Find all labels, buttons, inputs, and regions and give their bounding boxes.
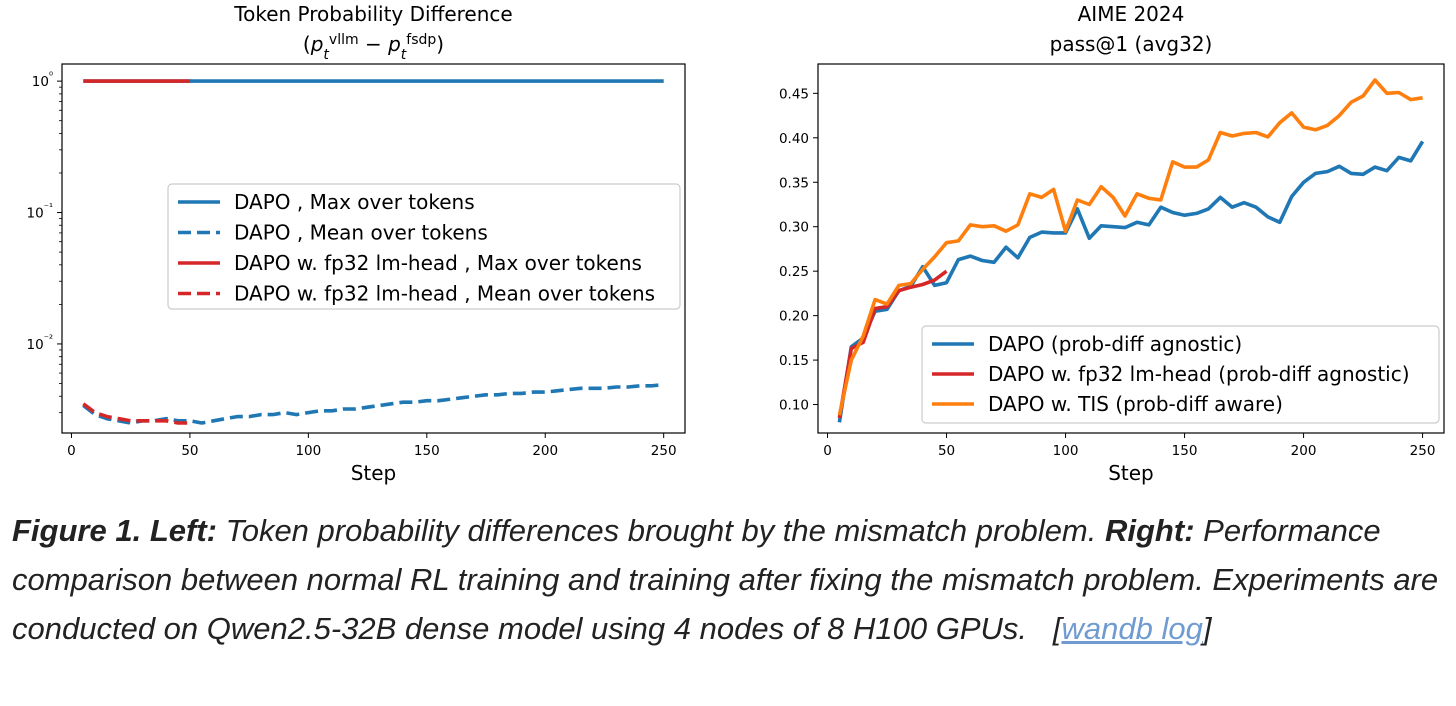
chart-subtitle: pass@1 (avg32) [1050,32,1213,56]
x-tick-label: 200 [1291,443,1317,459]
wandb-log-link[interactable]: wandb log [1061,611,1203,646]
x-tick-label: 0 [823,443,832,459]
caption-link-close: ] [1202,611,1212,646]
legend: DAPO , Max over tokens DAPO , Mean over t… [167,183,681,310]
legend-label-4: DAPO w. fp32 lm-head , Mean over tokens [234,282,655,306]
caption-link-open: [ [1052,611,1062,646]
y-tick-label: 0.20 [779,309,809,325]
chart-panel-1: Token Probability Difference (ptvllm − pt… [27,2,686,485]
legend: DAPO (prob-diff agnostic) DAPO w. fp32 lm… [921,325,1440,424]
x-tick-label: 250 [1410,443,1436,459]
legend-box [921,325,1440,424]
series-line-2 [82,382,664,425]
y-tick-label: 0.45 [779,86,809,102]
series-line-1 [837,140,1425,423]
legend-box [167,183,681,310]
figure-caption: Figure 1. Left: Token probability differ… [12,506,1442,653]
chart-title: Token Probability Difference [233,2,512,26]
legend-label-3: DAPO w. fp32 lm-head , Max over tokens [234,251,642,275]
series-line-4 [82,402,190,425]
x-tick-label: 100 [295,443,321,459]
x-axis-label: Step [351,461,397,485]
x-tick-label: 50 [938,443,955,459]
x-tick-label: 100 [1053,443,1079,459]
legend-label-3: DAPO w. TIS (prob-diff aware) [988,392,1283,416]
legend-label-2: DAPO , Mean over tokens [234,221,488,245]
caption-left-label: Left: [149,513,217,548]
x-axis-label: Step [1108,461,1154,485]
y-tick-label: 10⁰ [32,71,53,90]
y-tick-label: 0.25 [779,264,809,280]
y-tick-label: 10⁻² [27,334,53,353]
plot-frame [61,63,686,434]
x-tick-label: 50 [181,443,198,459]
y-tick-label: 0.30 [779,220,809,236]
y-tick-label: 0.40 [779,131,809,147]
chart-panel-2: AIME 2024 pass@1 (avg32) 0 50 100 150 200 250 St… [779,2,1445,485]
chart-title: AIME 2024 [1078,2,1185,26]
legend-label-1: DAPO , Max over tokens [234,190,475,214]
legend-label-1: DAPO (prob-diff agnostic) [988,332,1242,356]
x-tick-label: 150 [1172,443,1198,459]
caption-right-label: Right: [1105,513,1195,548]
caption-left-text: Token probability differences brought by… [225,513,1097,548]
chart-subtitle: (ptvllm − ptfsdp) [303,32,444,63]
x-tick-label: 0 [67,443,76,459]
y-tick-label: 10⁻¹ [27,203,53,222]
legend-label-2: DAPO w. fp32 lm-head (prob-diff agnostic… [988,362,1410,386]
x-tick-label: 200 [532,443,558,459]
caption-figure-label: Figure 1. [12,513,142,548]
x-tick-label: 150 [414,443,440,459]
caption-right-text: Performance comparison between normal RL… [12,513,1439,646]
series-line-3 [837,78,1423,416]
y-tick-label: 0.10 [779,398,809,414]
y-tick-label: 0.15 [779,353,809,369]
y-tick-label: 0.35 [779,175,809,191]
x-tick-label: 250 [651,443,677,459]
plot-frame [817,63,1445,434]
figure: Token Probability Difference (ptvllm − pt… [27,2,1445,485]
